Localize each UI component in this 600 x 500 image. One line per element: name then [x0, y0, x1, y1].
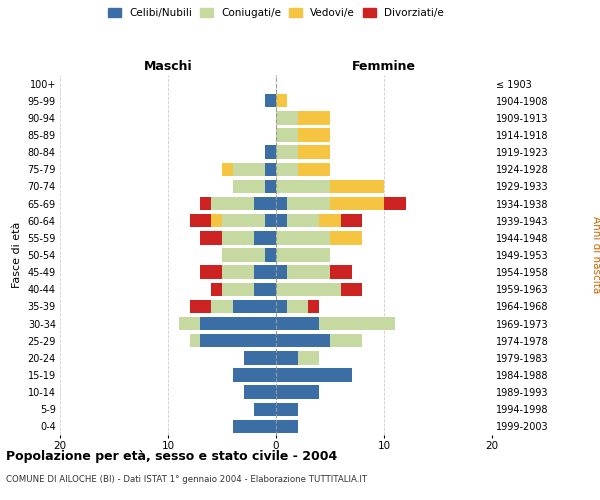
Bar [244, 386, 276, 399]
Legend: Celibi/Nubili, Coniugati/e, Vedovi/e, Divorziati/e: Celibi/Nubili, Coniugati/e, Vedovi/e, Di… [108, 8, 444, 18]
Text: Anni di nascita: Anni di nascita [591, 216, 600, 294]
Bar [222, 266, 254, 279]
Bar [341, 214, 362, 228]
Bar [276, 94, 287, 108]
Bar [265, 214, 276, 228]
Bar [244, 351, 276, 364]
Bar [298, 146, 330, 159]
Bar [287, 266, 330, 279]
Bar [330, 180, 384, 193]
Bar [287, 214, 319, 228]
Text: Maschi: Maschi [143, 60, 193, 72]
Bar [287, 197, 330, 210]
Bar [190, 214, 211, 228]
Bar [276, 111, 298, 124]
Bar [233, 180, 265, 193]
Bar [276, 386, 319, 399]
Bar [276, 146, 298, 159]
Bar [330, 266, 352, 279]
Bar [211, 214, 222, 228]
Bar [233, 420, 276, 433]
Bar [254, 266, 276, 279]
Bar [276, 197, 287, 210]
Bar [200, 266, 222, 279]
Bar [190, 300, 211, 313]
Bar [265, 162, 276, 176]
Bar [341, 282, 362, 296]
Bar [254, 197, 276, 210]
Bar [265, 248, 276, 262]
Bar [276, 368, 352, 382]
Bar [265, 146, 276, 159]
Bar [298, 128, 330, 141]
Bar [179, 317, 200, 330]
Bar [211, 300, 233, 313]
Bar [384, 197, 406, 210]
Bar [222, 282, 254, 296]
Bar [222, 248, 265, 262]
Bar [298, 111, 330, 124]
Bar [276, 402, 298, 416]
Bar [276, 266, 287, 279]
Bar [254, 402, 276, 416]
Bar [276, 300, 287, 313]
Y-axis label: Fasce di età: Fasce di età [12, 222, 22, 288]
Text: Femmine: Femmine [352, 60, 416, 72]
Bar [222, 162, 233, 176]
Bar [330, 334, 362, 347]
Bar [276, 214, 287, 228]
Bar [319, 214, 341, 228]
Bar [200, 197, 211, 210]
Bar [276, 351, 298, 364]
Bar [211, 282, 222, 296]
Bar [200, 317, 276, 330]
Bar [265, 94, 276, 108]
Bar [222, 231, 254, 244]
Bar [276, 282, 341, 296]
Bar [298, 351, 319, 364]
Bar [254, 282, 276, 296]
Bar [222, 214, 265, 228]
Bar [330, 197, 384, 210]
Bar [233, 368, 276, 382]
Bar [200, 334, 276, 347]
Text: COMUNE DI AILOCHE (BI) - Dati ISTAT 1° gennaio 2004 - Elaborazione TUTTITALIA.IT: COMUNE DI AILOCHE (BI) - Dati ISTAT 1° g… [6, 475, 367, 484]
Bar [276, 128, 298, 141]
Bar [233, 162, 265, 176]
Bar [190, 334, 200, 347]
Bar [298, 162, 330, 176]
Bar [276, 334, 330, 347]
Bar [308, 300, 319, 313]
Bar [330, 231, 362, 244]
Bar [265, 180, 276, 193]
Bar [233, 300, 276, 313]
Bar [276, 317, 319, 330]
Bar [276, 231, 330, 244]
Bar [287, 300, 308, 313]
Bar [276, 420, 298, 433]
Bar [319, 317, 395, 330]
Text: Popolazione per età, sesso e stato civile - 2004: Popolazione per età, sesso e stato civil… [6, 450, 337, 463]
Bar [254, 231, 276, 244]
Bar [211, 197, 254, 210]
Bar [276, 248, 330, 262]
Bar [276, 180, 330, 193]
Bar [276, 162, 298, 176]
Bar [200, 231, 222, 244]
